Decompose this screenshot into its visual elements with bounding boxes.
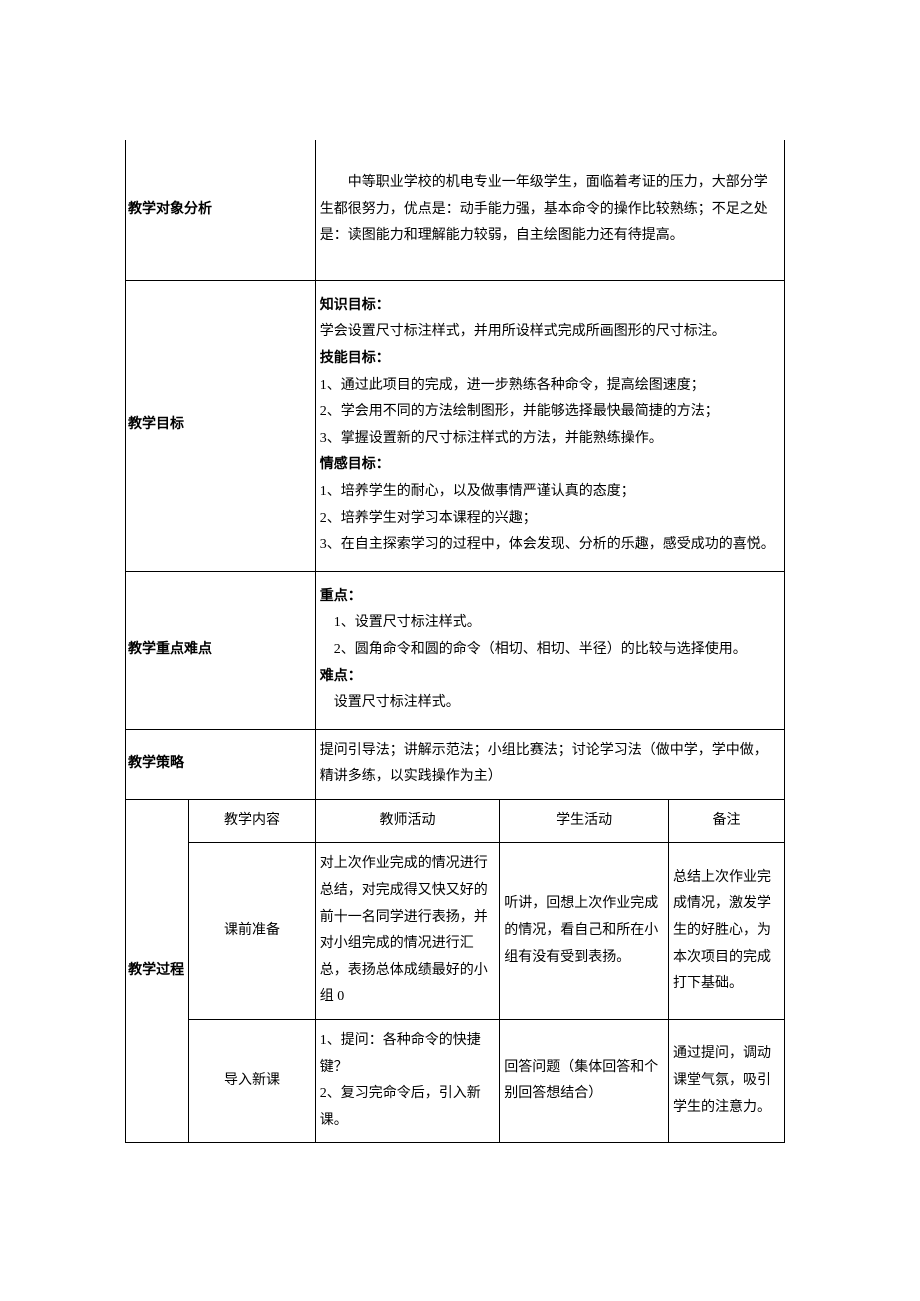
knowledge-title: 知识目标： (320, 293, 780, 320)
row-keypoints: 教学重点难点 重点： 1、设置尺寸标注样式。 2、圆角命令和圆的命令（相切、相切… (126, 571, 785, 729)
row-goals: 教学目标 知识目标： 学会设置尺寸标注样式，并用所设样式完成所画图形的尺寸标注。… (126, 280, 785, 571)
p2-student: 回答问题（集体回答和个别回答想结合） (500, 1020, 669, 1143)
content-keypoints: 重点： 1、设置尺寸标注样式。 2、圆角命令和圆的命令（相切、相切、半径）的比较… (315, 571, 784, 729)
content-strategy: 提问引导法；讲解示范法；小组比赛法；讨论学习法（做中学，学中做，精讲多练，以实践… (315, 729, 784, 799)
p2-content: 导入新课 (189, 1020, 316, 1143)
skill-title: 技能目标： (320, 346, 780, 373)
lesson-plan-table: 教学对象分析 中等职业学校的机电专业一年级学生，面临着考证的压力，大部分学生都很… (125, 140, 785, 1143)
zd-title: 重点： (320, 584, 780, 611)
nd-item-1: 设置尺寸标注样式。 (320, 690, 780, 717)
p2-teacher: 1、提问：各种命令的快捷键？ 2、复习完命令后，引入新课。 (315, 1020, 500, 1143)
header-student: 学生活动 (500, 799, 669, 843)
p1-teacher: 对上次作业完成的情况进行总结，对完成得又快又好的前十一名同学进行表扬，并对小组完… (315, 843, 500, 1020)
row-process-header: 教学过程 教学内容 教师活动 学生活动 备注 (126, 799, 785, 843)
label-audience: 教学对象分析 (126, 140, 316, 280)
p1-student: 听讲，回想上次作业完成的情况，看自己和所在小组有没有受到表扬。 (500, 843, 669, 1020)
audience-text: 中等职业学校的机电专业一年级学生，面临着考证的压力，大部分学生都很努力，优点是：… (320, 170, 780, 250)
header-teacher: 教师活动 (315, 799, 500, 843)
header-content: 教学内容 (189, 799, 316, 843)
label-keypoints: 教学重点难点 (126, 571, 316, 729)
knowledge-item-1: 学会设置尺寸标注样式，并用所设样式完成所画图形的尺寸标注。 (320, 319, 780, 346)
skill-item-3: 3、掌握设置新的尺寸标注样式的方法，并能熟练操作。 (320, 426, 780, 453)
p2-note: 通过提问，调动课堂气氛，吸引学生的注意力。 (668, 1020, 784, 1143)
zd-item-2: 2、圆角命令和圆的命令（相切、相切、半径）的比较与选择使用。 (320, 637, 780, 664)
emotion-item-1: 1、培养学生的耐心，以及做事情严谨认真的态度； (320, 479, 780, 506)
label-strategy: 教学策略 (126, 729, 316, 799)
content-goals: 知识目标： 学会设置尺寸标注样式，并用所设样式完成所画图形的尺寸标注。 技能目标… (315, 280, 784, 571)
label-process: 教学过程 (126, 799, 189, 1143)
nd-title: 难点： (320, 664, 780, 691)
skill-item-2: 2、学会用不同的方法绘制图形，并能够选择最快最简捷的方法； (320, 399, 780, 426)
emotion-item-2: 2、培养学生对学习本课程的兴趣； (320, 506, 780, 533)
label-goals: 教学目标 (126, 280, 316, 571)
zd-item-1: 1、设置尺寸标注样式。 (320, 610, 780, 637)
header-note: 备注 (668, 799, 784, 843)
content-audience: 中等职业学校的机电专业一年级学生，面临着考证的压力，大部分学生都很努力，优点是：… (315, 140, 784, 280)
row-process-2: 导入新课 1、提问：各种命令的快捷键？ 2、复习完命令后，引入新课。 回答问题（… (126, 1020, 785, 1143)
row-process-1: 课前准备 对上次作业完成的情况进行总结，对完成得又快又好的前十一名同学进行表扬，… (126, 843, 785, 1020)
row-audience: 教学对象分析 中等职业学校的机电专业一年级学生，面临着考证的压力，大部分学生都很… (126, 140, 785, 280)
p1-content: 课前准备 (189, 843, 316, 1020)
emotion-title: 情感目标： (320, 452, 780, 479)
row-strategy: 教学策略 提问引导法；讲解示范法；小组比赛法；讨论学习法（做中学，学中做，精讲多… (126, 729, 785, 799)
emotion-item-3: 3、在自主探索学习的过程中，体会发现、分析的乐趣，感受成功的喜悦。 (320, 532, 780, 559)
skill-item-1: 1、通过此项目的完成，进一步熟练各种命令，提高绘图速度； (320, 373, 780, 400)
p1-note: 总结上次作业完成情况，激发学生的好胜心，为本次项目的完成打下基础。 (668, 843, 784, 1020)
